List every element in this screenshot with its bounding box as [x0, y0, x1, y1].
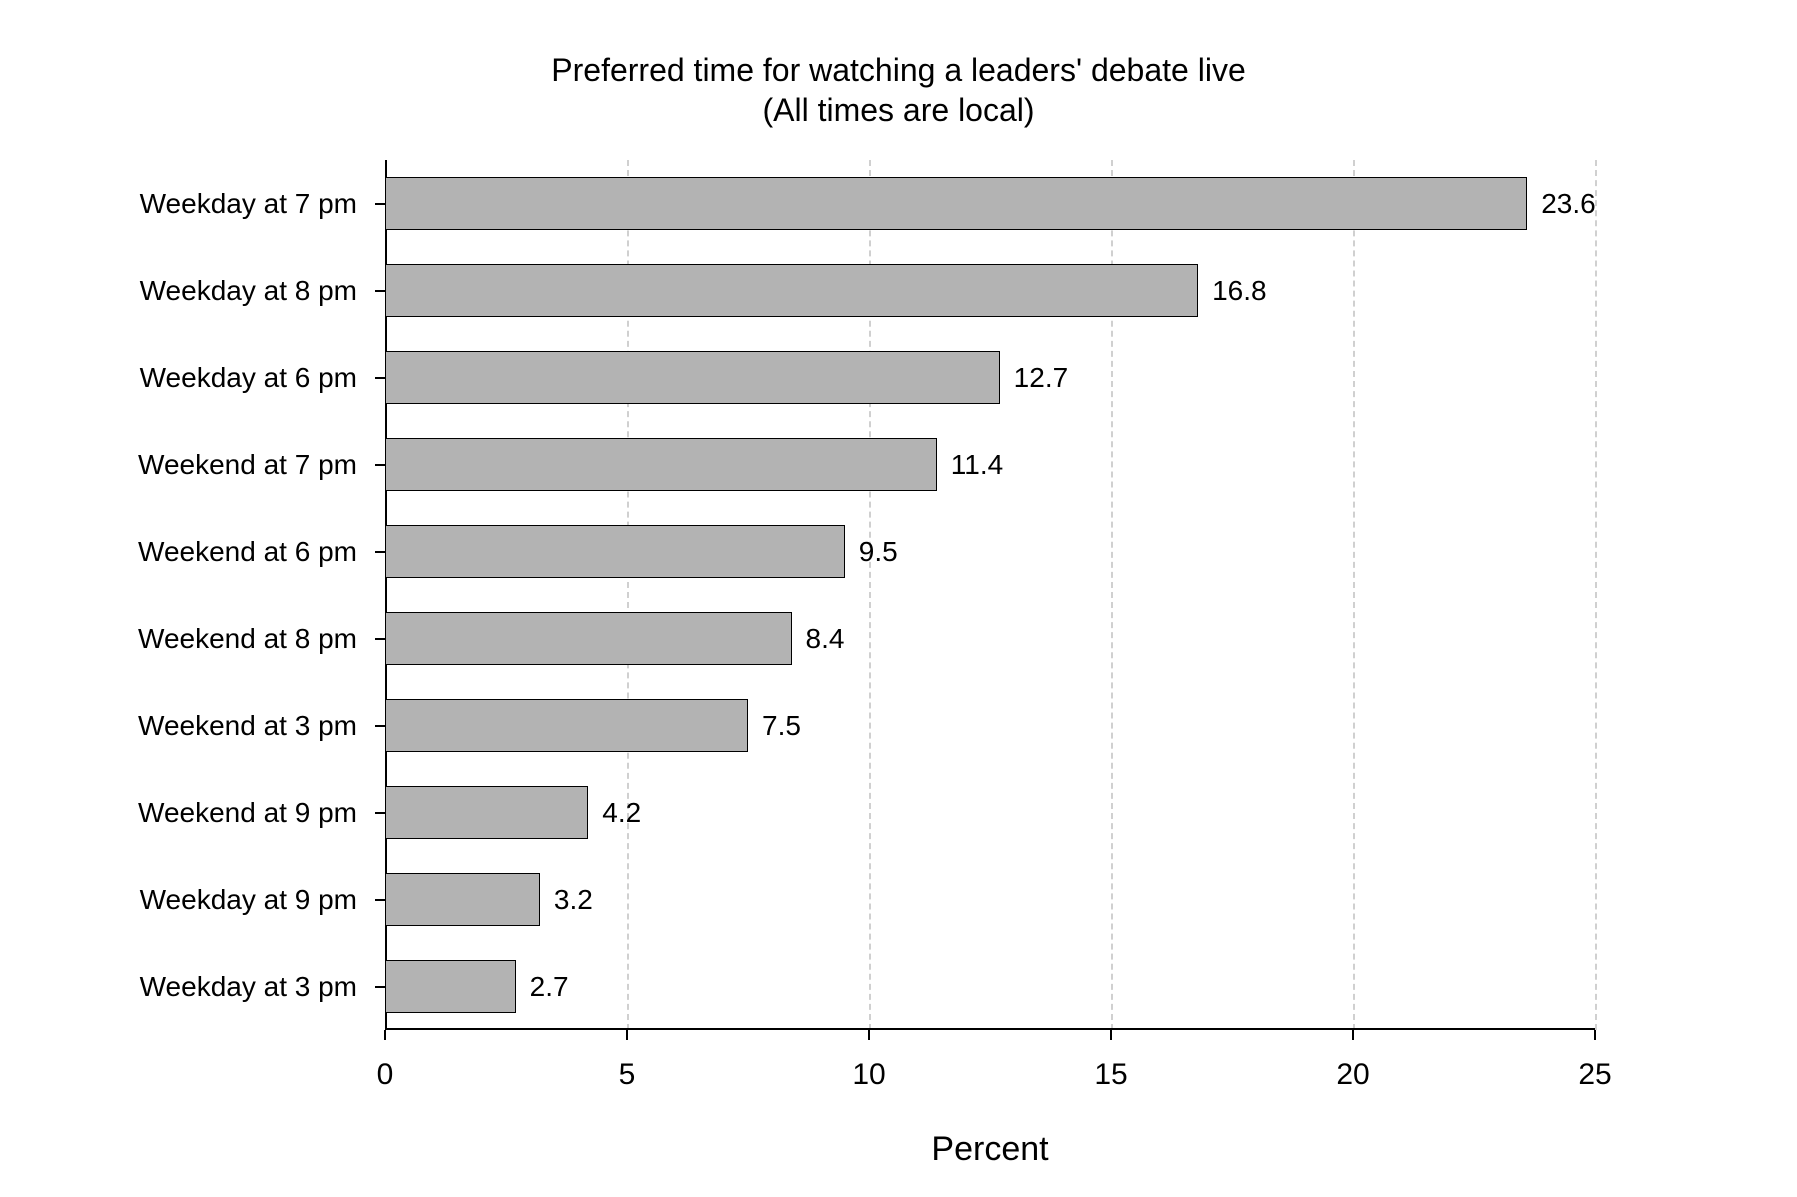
x-tick-label: 0	[377, 1058, 394, 1092]
x-tick-mark	[1594, 1030, 1596, 1040]
bar-value-label: 2.7	[530, 971, 569, 1003]
bar-value-label: 23.6	[1541, 188, 1596, 220]
x-tick-label: 25	[1578, 1058, 1611, 1092]
bar	[385, 351, 1000, 405]
x-axis-line	[385, 1028, 1595, 1030]
y-tick-label: Weekend at 6 pm	[138, 536, 357, 568]
x-tick-mark	[1352, 1030, 1354, 1040]
y-tick-mark	[375, 899, 385, 901]
y-tick-label: Weekend at 3 pm	[138, 710, 357, 742]
y-tick-label: Weekday at 9 pm	[140, 884, 357, 916]
y-tick-mark	[375, 377, 385, 379]
y-tick-label: Weekday at 7 pm	[140, 188, 357, 220]
x-axis-title: Percent	[385, 1130, 1595, 1169]
plot-area: 23.6 16.8 12.7 11.4 9.5 8.4 7.5 4.2 3.2 2.7	[385, 160, 1595, 1030]
chart-container: Preferred time for watching a leaders' d…	[0, 0, 1797, 1197]
y-tick-mark	[375, 986, 385, 988]
bar-value-label: 11.4	[951, 449, 1003, 481]
y-tick-label: Weekday at 3 pm	[140, 971, 357, 1003]
x-tick-label: 10	[852, 1058, 885, 1092]
x-tick-mark	[868, 1030, 870, 1040]
y-tick-label: Weekend at 9 pm	[138, 797, 357, 829]
bar-value-label: 16.8	[1212, 275, 1267, 307]
chart-title-line2: (All times are local)	[0, 90, 1797, 130]
bar	[385, 873, 540, 927]
bar-value-label: 8.4	[806, 623, 845, 655]
y-tick-mark	[375, 290, 385, 292]
y-tick-mark	[375, 203, 385, 205]
x-tick-label: 5	[619, 1058, 636, 1092]
bar-value-label: 4.2	[602, 797, 641, 829]
chart-title: Preferred time for watching a leaders' d…	[0, 50, 1797, 130]
chart-title-line1: Preferred time for watching a leaders' d…	[0, 50, 1797, 90]
y-tick-mark	[375, 638, 385, 640]
x-tick-mark	[384, 1030, 386, 1040]
x-tick-label: 15	[1094, 1058, 1127, 1092]
gridline	[1353, 160, 1355, 1030]
x-tick-label: 20	[1336, 1058, 1369, 1092]
y-tick-label: Weekend at 8 pm	[138, 623, 357, 655]
bar	[385, 612, 792, 666]
bar-value-label: 7.5	[762, 710, 801, 742]
y-tick-mark	[375, 464, 385, 466]
bar-value-label: 9.5	[859, 536, 898, 568]
y-tick-label: Weekday at 8 pm	[140, 275, 357, 307]
y-tick-mark	[375, 725, 385, 727]
bar-value-label: 12.7	[1014, 362, 1069, 394]
x-tick-mark	[626, 1030, 628, 1040]
bar	[385, 177, 1527, 231]
y-tick-label: Weekday at 6 pm	[140, 362, 357, 394]
y-tick-mark	[375, 812, 385, 814]
gridline	[1595, 160, 1597, 1030]
x-tick-mark	[1110, 1030, 1112, 1040]
bar-value-label: 3.2	[554, 884, 593, 916]
bar	[385, 264, 1198, 318]
y-tick-mark	[375, 551, 385, 553]
bar	[385, 525, 845, 579]
bar	[385, 786, 588, 840]
bar	[385, 960, 516, 1014]
bar	[385, 699, 748, 753]
bar	[385, 438, 937, 492]
y-tick-label: Weekend at 7 pm	[138, 449, 357, 481]
